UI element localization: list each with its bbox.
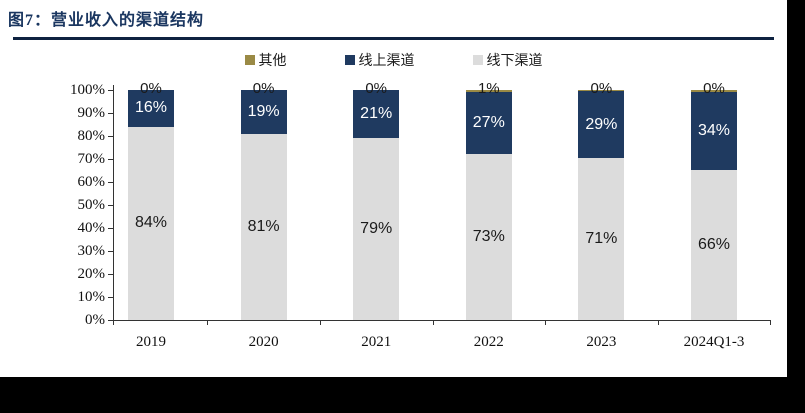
x-axis-tick xyxy=(545,320,547,325)
y-axis-tick xyxy=(108,228,113,229)
bar-label-offline: 73% xyxy=(472,228,505,246)
bar-label-other: 0% xyxy=(703,80,725,97)
bar-label-other: 0% xyxy=(252,80,275,97)
x-axis-category-label: 2024Q1-3 xyxy=(683,334,745,350)
bar-segment-online xyxy=(240,90,287,134)
y-axis-tick xyxy=(108,113,113,114)
y-axis-tick xyxy=(108,205,113,206)
x-axis-category-label: 2023 xyxy=(586,334,617,350)
x-axis-line xyxy=(113,320,770,321)
legend-item: 线上渠道 xyxy=(344,50,415,70)
y-axis-tick-label: 100% xyxy=(70,82,105,98)
y-axis-tick-label: 80% xyxy=(77,128,106,144)
y-axis-tick xyxy=(108,274,113,275)
x-axis-tick xyxy=(770,320,771,325)
bar-label-offline: 66% xyxy=(697,236,731,254)
screenshot-black-edge-bottom xyxy=(0,377,805,413)
bar-segment-offline xyxy=(465,154,512,320)
y-axis-tick xyxy=(108,320,113,321)
bar-label-online: 16% xyxy=(134,99,168,117)
bar-segment-other xyxy=(578,90,625,92)
bar-segment-offline xyxy=(353,138,400,320)
bar-segment-offline xyxy=(128,126,174,320)
bar-segment-online xyxy=(691,91,737,171)
chart-legend: 其他 线上渠道 线下渠道 xyxy=(0,50,787,70)
chart-plot-area: 100% 90% 80% 70% 60% 50% 40% 30% 20% 10% 0% 16% 84% 0… xyxy=(0,40,787,377)
y-axis-tick-label: 50% xyxy=(77,197,106,213)
bar-segment-other xyxy=(465,90,512,93)
y-axis-tick xyxy=(108,159,113,160)
bar-segment-other xyxy=(691,90,737,92)
bar-label-offline: 79% xyxy=(360,220,393,238)
y-axis-tick xyxy=(108,182,113,183)
bar-label-offline: 81% xyxy=(247,217,280,235)
x-axis-category-label: 2020 xyxy=(248,334,279,350)
bar-label-online: 19% xyxy=(247,102,280,120)
y-axis-line xyxy=(113,85,114,320)
bar-label-online: 29% xyxy=(585,115,618,133)
bar-segment-online xyxy=(128,90,174,127)
bar-label-online: 34% xyxy=(697,121,731,139)
bar-segment-online xyxy=(353,90,400,139)
x-axis-tick xyxy=(319,320,321,325)
legend-label: 线下渠道 xyxy=(486,54,543,69)
x-axis-category-label: 2022 xyxy=(473,334,504,350)
bar-segment-online xyxy=(465,92,512,155)
bar-label-online: 27% xyxy=(472,114,505,132)
stacked-bar-chart: 其他 线上渠道 线下渠道 100% 90% 80% 70% 60% 50% 40% 30% 20% 1… xyxy=(0,40,787,377)
legend-swatch-icon xyxy=(472,55,483,65)
bar-segment-online xyxy=(578,91,625,159)
bar-label-offline: 84% xyxy=(134,214,168,232)
x-axis-tick xyxy=(432,320,434,325)
screenshot-black-edge-right xyxy=(787,0,805,413)
y-axis-tick xyxy=(108,136,113,137)
y-axis-tick-label: 70% xyxy=(77,151,106,167)
title-underline-rule xyxy=(13,37,774,40)
bar-label-other: 1% xyxy=(477,80,500,97)
y-axis-tick-label: 10% xyxy=(77,289,106,305)
bar-segment-offline xyxy=(691,170,737,320)
y-axis-tick-label: 30% xyxy=(77,243,106,259)
y-axis-tick-label: 20% xyxy=(77,266,106,282)
x-axis-tick xyxy=(207,320,209,325)
y-axis-tick xyxy=(108,251,113,252)
bar-label-online: 21% xyxy=(360,105,393,123)
figure-content: 图7：营业收入的渠道结构 其他 线上渠道 线下渠道 100% 90% 80% 70% 60%… xyxy=(0,0,787,377)
bar-segment-offline xyxy=(240,133,287,320)
bar-segment-offline xyxy=(578,158,625,320)
y-axis-tick-label: 0% xyxy=(85,312,105,328)
bar-label-other: 0% xyxy=(365,80,388,97)
legend-item: 其他 xyxy=(244,50,287,70)
legend-swatch-icon xyxy=(244,55,255,65)
legend-label: 其他 xyxy=(258,54,287,69)
y-axis-tick xyxy=(108,297,113,298)
bar-label-offline: 71% xyxy=(585,230,618,248)
legend-item: 线下渠道 xyxy=(472,50,543,70)
x-axis-category-label: 2021 xyxy=(361,334,392,350)
x-axis-category-label: 2019 xyxy=(136,334,166,350)
y-axis-tick-label: 40% xyxy=(77,220,106,236)
figure-title: 图7：营业收入的渠道结构 xyxy=(8,12,205,29)
y-axis-tick-label: 90% xyxy=(77,105,106,121)
y-axis-tick-label: 60% xyxy=(77,174,106,190)
x-axis-tick xyxy=(657,320,659,325)
y-axis-tick xyxy=(108,90,113,91)
legend-label: 线上渠道 xyxy=(358,54,415,69)
legend-swatch-icon xyxy=(344,55,355,65)
bar-label-other: 0% xyxy=(590,80,613,97)
x-axis-tick xyxy=(113,320,114,325)
bar-label-other: 0% xyxy=(140,80,162,97)
